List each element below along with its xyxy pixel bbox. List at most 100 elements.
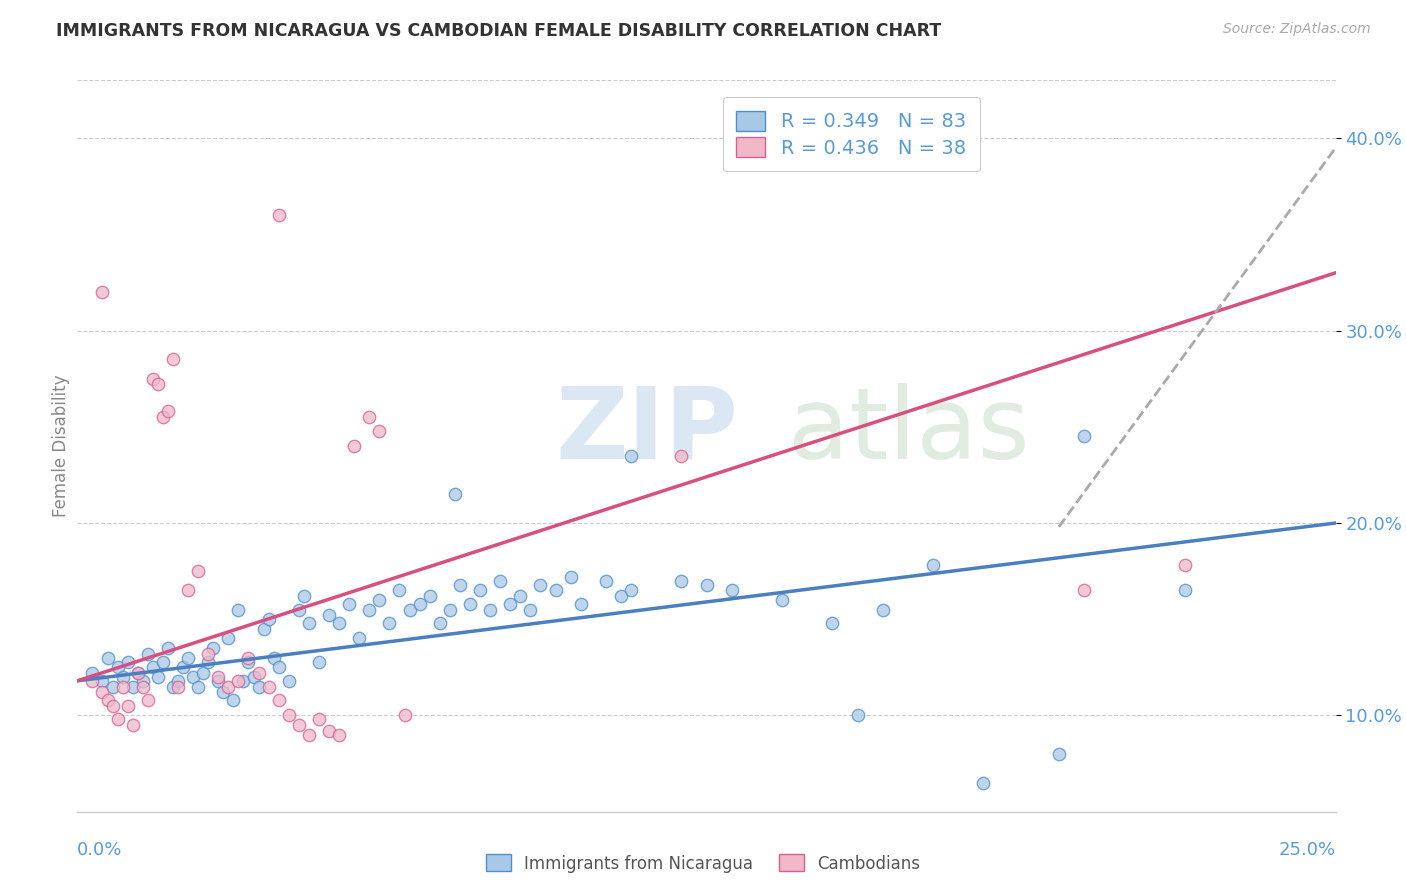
Point [444, 487, 467, 501]
Point [696, 577, 718, 591]
Point [187, 680, 209, 694]
Point [197, 647, 219, 661]
Point [1047, 747, 1070, 761]
Point [191, 666, 215, 681]
Point [509, 589, 531, 603]
Point [247, 666, 270, 681]
Point [368, 593, 391, 607]
Point [257, 612, 280, 626]
Point [228, 602, 250, 616]
Point [288, 602, 311, 616]
Point [277, 708, 299, 723]
Point [398, 602, 420, 616]
Point [146, 377, 169, 392]
Point [247, 680, 270, 694]
Point [298, 616, 321, 631]
Point [207, 673, 229, 688]
Point [217, 680, 239, 694]
Text: 25.0%: 25.0% [1278, 841, 1336, 859]
Point [292, 589, 315, 603]
Point [720, 583, 742, 598]
Point [821, 616, 844, 631]
Point [132, 673, 155, 688]
Point [671, 574, 693, 588]
Point [111, 670, 134, 684]
Point [91, 285, 114, 299]
Point [136, 693, 159, 707]
Text: 0.0%: 0.0% [77, 841, 122, 859]
Point [388, 583, 411, 598]
Point [263, 650, 285, 665]
Point [252, 622, 274, 636]
Point [560, 570, 582, 584]
Point [162, 352, 184, 367]
Point [136, 647, 159, 661]
Point [162, 680, 184, 694]
Point [419, 589, 441, 603]
Point [177, 650, 200, 665]
Point [127, 666, 149, 681]
Point [337, 597, 360, 611]
Point [328, 728, 350, 742]
Point [146, 670, 169, 684]
Point [167, 673, 190, 688]
Point [449, 577, 471, 591]
Point [117, 655, 139, 669]
Point [846, 708, 869, 723]
Point [152, 655, 174, 669]
Point [238, 650, 260, 665]
Point [121, 718, 143, 732]
Point [359, 602, 381, 616]
Point [82, 666, 104, 681]
Point [257, 680, 280, 694]
Point [238, 655, 260, 669]
Point [1174, 558, 1197, 573]
Point [96, 693, 118, 707]
Point [121, 680, 143, 694]
Point [117, 698, 139, 713]
Point [308, 712, 330, 726]
Point [308, 655, 330, 669]
Point [318, 608, 340, 623]
Text: IMMIGRANTS FROM NICARAGUA VS CAMBODIAN FEMALE DISABILITY CORRELATION CHART: IMMIGRANTS FROM NICARAGUA VS CAMBODIAN F… [56, 22, 942, 40]
Point [439, 602, 461, 616]
Point [101, 680, 124, 694]
Point [111, 680, 134, 694]
Point [232, 673, 254, 688]
Point [187, 564, 209, 578]
Point [610, 589, 633, 603]
Point [429, 616, 451, 631]
Point [343, 439, 366, 453]
Point [671, 449, 693, 463]
Point [872, 602, 894, 616]
Point [222, 693, 245, 707]
Point [288, 718, 311, 732]
Point [1174, 583, 1197, 598]
Point [394, 708, 416, 723]
Point [620, 583, 643, 598]
Point [1073, 583, 1095, 598]
Point [328, 616, 350, 631]
Point [770, 593, 793, 607]
Point [408, 597, 430, 611]
Point [267, 693, 290, 707]
Point [544, 583, 567, 598]
Point [202, 641, 225, 656]
Point [142, 371, 165, 385]
Point [156, 404, 179, 418]
Point [172, 660, 194, 674]
Point [479, 602, 502, 616]
Point [368, 424, 391, 438]
Point [228, 673, 250, 688]
Legend: Immigrants from Nicaragua, Cambodians: Immigrants from Nicaragua, Cambodians [479, 847, 927, 880]
Point [519, 602, 541, 616]
Point [96, 650, 118, 665]
Point [318, 723, 340, 738]
Point [620, 449, 643, 463]
Point [91, 673, 114, 688]
Point [458, 597, 481, 611]
Point [107, 712, 129, 726]
Point [82, 673, 104, 688]
Point [489, 574, 512, 588]
Point [529, 577, 551, 591]
